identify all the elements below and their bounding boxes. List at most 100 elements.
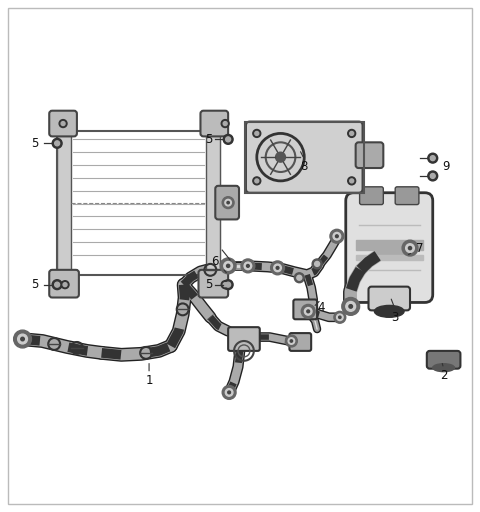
Text: 9: 9 — [442, 160, 449, 173]
Bar — [356, 255, 423, 260]
FancyBboxPatch shape — [346, 193, 433, 303]
Circle shape — [336, 235, 338, 238]
Circle shape — [59, 120, 67, 127]
Circle shape — [274, 264, 281, 272]
FancyBboxPatch shape — [216, 186, 239, 220]
Circle shape — [52, 280, 62, 290]
Circle shape — [276, 152, 286, 162]
Circle shape — [342, 297, 360, 315]
Circle shape — [349, 305, 352, 308]
Text: 6: 6 — [212, 255, 219, 268]
Circle shape — [61, 121, 65, 125]
Circle shape — [428, 153, 438, 163]
Circle shape — [52, 138, 62, 148]
Circle shape — [223, 135, 233, 144]
Circle shape — [334, 311, 346, 323]
Text: 3: 3 — [392, 311, 399, 324]
Circle shape — [346, 302, 356, 311]
FancyBboxPatch shape — [369, 287, 410, 310]
Ellipse shape — [433, 364, 455, 372]
Circle shape — [290, 340, 293, 342]
Circle shape — [225, 389, 233, 396]
Circle shape — [304, 308, 312, 315]
FancyBboxPatch shape — [228, 327, 260, 351]
Circle shape — [271, 261, 285, 275]
Circle shape — [339, 316, 341, 318]
Circle shape — [224, 262, 232, 270]
Circle shape — [348, 177, 356, 185]
Text: 5: 5 — [31, 137, 38, 150]
Circle shape — [221, 120, 229, 127]
Circle shape — [406, 244, 414, 252]
Circle shape — [21, 337, 24, 341]
Circle shape — [253, 177, 261, 185]
Circle shape — [225, 199, 231, 206]
Text: 5: 5 — [204, 133, 212, 146]
Circle shape — [348, 130, 356, 137]
Bar — [245, 121, 363, 193]
Circle shape — [350, 132, 354, 135]
Circle shape — [244, 262, 252, 270]
FancyBboxPatch shape — [246, 121, 362, 193]
Circle shape — [220, 258, 236, 274]
Circle shape — [301, 305, 315, 318]
Circle shape — [255, 179, 259, 183]
Circle shape — [61, 281, 69, 289]
Circle shape — [55, 141, 60, 146]
Bar — [57, 132, 220, 275]
Ellipse shape — [374, 306, 404, 317]
Circle shape — [223, 283, 227, 287]
Text: 5: 5 — [204, 278, 212, 291]
Circle shape — [222, 386, 236, 399]
Circle shape — [241, 259, 255, 273]
FancyBboxPatch shape — [293, 300, 317, 319]
Circle shape — [333, 232, 341, 240]
FancyBboxPatch shape — [289, 333, 311, 351]
FancyBboxPatch shape — [356, 142, 384, 168]
Circle shape — [226, 282, 230, 287]
Text: 2: 2 — [440, 369, 447, 382]
FancyBboxPatch shape — [360, 187, 384, 205]
Circle shape — [276, 266, 279, 269]
Circle shape — [288, 338, 295, 344]
Bar — [206, 132, 220, 275]
FancyBboxPatch shape — [199, 270, 228, 297]
Circle shape — [223, 280, 233, 290]
Circle shape — [55, 282, 60, 287]
Circle shape — [226, 137, 230, 142]
Circle shape — [297, 275, 302, 280]
Circle shape — [228, 391, 230, 394]
Circle shape — [227, 201, 229, 204]
Circle shape — [312, 259, 322, 269]
Circle shape — [286, 335, 297, 347]
Circle shape — [63, 283, 67, 287]
Text: 4: 4 — [317, 301, 325, 314]
Text: 5: 5 — [31, 278, 38, 291]
Circle shape — [255, 132, 259, 135]
FancyBboxPatch shape — [49, 270, 79, 297]
Text: 7: 7 — [416, 242, 424, 254]
Circle shape — [350, 179, 354, 183]
Circle shape — [221, 281, 229, 289]
Circle shape — [247, 265, 249, 267]
Circle shape — [253, 130, 261, 137]
Text: 8: 8 — [300, 160, 308, 173]
Bar — [356, 240, 423, 250]
Circle shape — [314, 262, 320, 266]
Circle shape — [294, 273, 304, 283]
FancyBboxPatch shape — [201, 111, 228, 136]
Circle shape — [227, 264, 230, 267]
Circle shape — [307, 310, 310, 313]
FancyBboxPatch shape — [49, 111, 77, 136]
Circle shape — [18, 334, 27, 344]
Bar — [57, 132, 71, 275]
Circle shape — [408, 246, 411, 250]
Circle shape — [223, 121, 227, 125]
FancyBboxPatch shape — [427, 351, 460, 369]
Circle shape — [222, 197, 234, 208]
Circle shape — [402, 240, 418, 256]
Circle shape — [428, 171, 438, 181]
FancyBboxPatch shape — [395, 187, 419, 205]
Circle shape — [336, 314, 343, 321]
Circle shape — [430, 156, 435, 161]
